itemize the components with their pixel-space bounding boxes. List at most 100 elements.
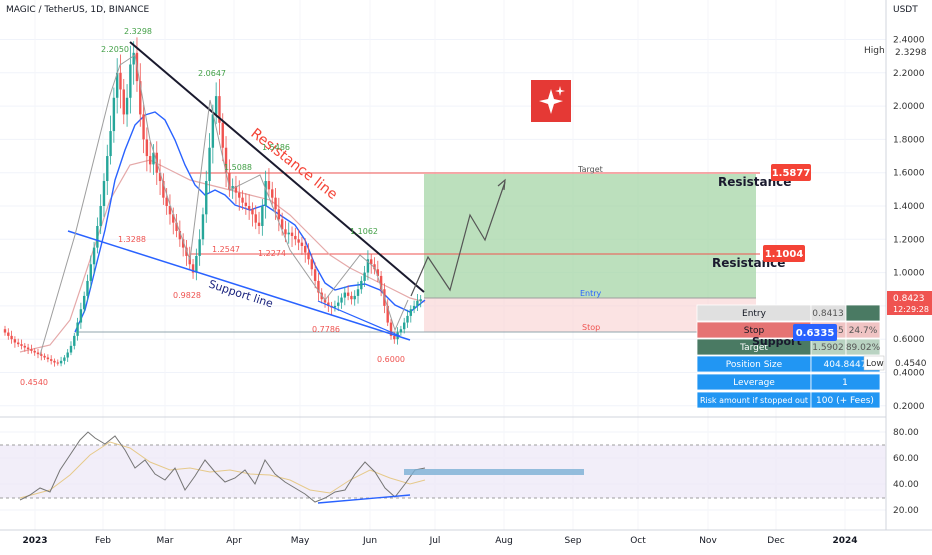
position-row-label: Stop	[744, 326, 765, 336]
candle-body	[234, 186, 238, 193]
candle-body	[132, 52, 135, 65]
rsi-tick-label: 60.00	[893, 454, 919, 464]
candle-body	[412, 305, 416, 310]
candle-body	[350, 295, 353, 300]
candle-body	[119, 72, 122, 90]
candle-body	[208, 147, 211, 182]
candle-body	[122, 89, 125, 115]
candle-body	[96, 225, 99, 248]
position-row-value: 404.8447	[824, 360, 867, 370]
high-tag: High 2.3298	[864, 46, 927, 58]
candle-body	[261, 206, 264, 226]
candle-body	[158, 172, 162, 182]
candle-body	[168, 206, 172, 215]
position-row-label: Risk amount if stopped out	[700, 396, 808, 405]
price-tick-label: 1.4000	[893, 202, 925, 212]
candle-body	[129, 64, 132, 98]
position-table[interactable]: Entry 0.8413 Stop 0.6335 24.7% Target 1.590289…	[696, 304, 881, 409]
candle-body	[218, 96, 221, 123]
candle-body	[49, 359, 53, 361]
candle-body	[290, 232, 294, 236]
candles	[3, 37, 422, 367]
position-row: Target 1.5902 89.02%	[696, 338, 881, 356]
position-row-label: Position Size	[726, 360, 783, 370]
time-tick-label: May	[291, 536, 310, 546]
price-tick-label: 2.4000	[893, 36, 925, 46]
time-tick-label: Aug	[495, 536, 513, 546]
time-axis[interactable]: 2023 Feb Mar Apr May Jun Jul Aug Sep Oct Nov Dec 202…	[22, 536, 857, 546]
price-tick-label: 1.6000	[893, 169, 925, 179]
candle-body	[175, 222, 178, 231]
time-tick-label: Jun	[362, 536, 377, 546]
candle-body	[76, 322, 79, 336]
candle-body	[310, 259, 314, 270]
time-tick-label: 2024	[832, 536, 857, 546]
candle-body	[148, 156, 152, 165]
candle-body	[89, 264, 92, 281]
candle-body	[178, 230, 182, 240]
candle-body	[327, 302, 330, 306]
candle-body	[191, 264, 195, 273]
price-tick-label: 1.2000	[893, 235, 925, 245]
candle-body	[373, 264, 376, 270]
candle-body	[43, 355, 46, 358]
entry-label: Entry	[580, 289, 602, 298]
rsi-line	[19, 431, 426, 503]
symbol-title: MAGIC / TetherUS, 1D, BINANCE	[6, 5, 150, 15]
candle-body	[376, 269, 380, 276]
candle-body	[317, 280, 320, 293]
projection-path	[410, 181, 506, 297]
rsi-projection-bar	[404, 469, 584, 475]
price-tick-label: 0.2000	[893, 402, 925, 412]
time-tick-label: Dec	[767, 536, 784, 546]
candle-body	[297, 239, 300, 243]
candle-body	[379, 275, 383, 290]
candle-body	[56, 362, 59, 364]
candle-body	[20, 344, 23, 346]
rsi-tick-label: 80.00	[893, 428, 919, 438]
candle-body	[92, 247, 96, 265]
rsi-axis[interactable]: 80.00 60.00 40.00 20.00	[893, 428, 919, 516]
candle-body	[419, 299, 422, 301]
stop-price-tag: 0.6335	[793, 324, 837, 341]
candle-body	[63, 357, 66, 361]
candle-body	[185, 247, 188, 256]
position-row: Risk amount if stopped out 100 (+ Fees)	[696, 391, 881, 409]
resistance-tag-2: 1.1004	[763, 245, 805, 262]
candle-body	[277, 209, 281, 220]
candle-body	[59, 360, 63, 364]
candle-body	[356, 289, 360, 296]
candle-body	[224, 147, 228, 173]
candle-body	[257, 222, 261, 226]
resistance-line-label: Resistance line	[248, 126, 341, 203]
candle-body	[353, 295, 356, 300]
svg-text:0.6335: 0.6335	[796, 328, 835, 339]
candle-body	[280, 219, 284, 230]
candle-body	[165, 197, 168, 206]
price-label: 1.5486	[262, 143, 290, 152]
rsi-tick-label: 20.00	[893, 506, 919, 516]
candle-body	[254, 214, 257, 223]
candle-body	[271, 189, 274, 198]
position-row: Leverage 1	[696, 373, 881, 391]
time-tick-label: Apr	[226, 536, 242, 546]
resistance-trend-line	[129, 41, 425, 293]
support-trend-line	[67, 230, 411, 341]
svg-text:0.4540: 0.4540	[895, 359, 927, 369]
candle-body	[366, 259, 370, 273]
candle-body	[13, 339, 17, 343]
price-label: 1.3288	[118, 235, 146, 244]
currency-label: USDT	[893, 5, 918, 15]
candle-body	[40, 354, 43, 356]
candle-body	[416, 300, 419, 306]
candle-body	[284, 229, 287, 235]
candle-body	[304, 245, 307, 253]
candle-body	[181, 239, 185, 248]
price-axis[interactable]: 2.4000 2.2000 2.0000 1.8000 1.6000 1.4000 1.20…	[893, 36, 925, 412]
candle-body	[343, 292, 347, 298]
candle-body	[337, 302, 340, 306]
target-label: Target	[577, 165, 603, 174]
candle-body	[403, 322, 406, 330]
candle-body	[241, 197, 244, 203]
